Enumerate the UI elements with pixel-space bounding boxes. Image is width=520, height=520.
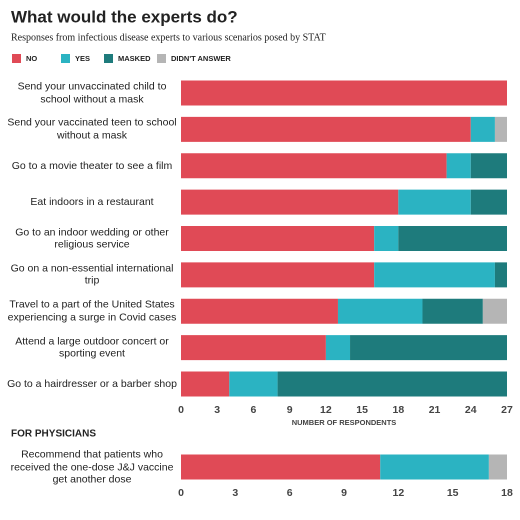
bar-segment: [398, 189, 471, 215]
bar-segment: [337, 298, 423, 324]
bar-segment: [470, 189, 507, 215]
bar-segment: [380, 454, 489, 480]
bar-segment: [374, 226, 399, 251]
x-tick-label: 6: [287, 487, 293, 499]
x-tick-label: 24: [465, 404, 477, 416]
bar-segment: [181, 153, 447, 179]
x-tick-label: 3: [214, 404, 220, 416]
bar-segment: [277, 371, 507, 397]
bar-segment: [482, 298, 507, 324]
category-label: Send your unvaccinated child to school w…: [17, 80, 167, 106]
bar-segment: [470, 116, 495, 142]
category-label: Eat indoors in a restaurant: [30, 195, 154, 208]
category-label: Go to an indoor wedding or other religio…: [15, 226, 169, 251]
x-tick-label: 0: [178, 487, 184, 499]
x-tick-label: 15: [447, 487, 459, 499]
x-tick-label: 18: [501, 487, 513, 499]
legend-swatch: [12, 54, 21, 63]
x-tick-label: 12: [320, 404, 332, 416]
bar-segment: [325, 335, 351, 361]
bar-segment: [181, 454, 381, 480]
bar-segment: [181, 335, 326, 361]
x-tick-label: 0: [178, 404, 184, 416]
section-title: FOR PHYSICIANS: [11, 429, 96, 440]
category-label: Go on a non-essential international trip: [10, 262, 174, 287]
legend-label: MASKED: [118, 54, 151, 63]
legend-swatch: [104, 54, 113, 63]
category-label: Send your vaccinated teen to school with…: [7, 116, 177, 142]
bar-segment: [181, 226, 375, 251]
bar-segment: [181, 116, 471, 142]
x-tick-label: 6: [251, 404, 257, 416]
x-tick-label: 9: [341, 487, 347, 499]
x-tick-label: 3: [232, 487, 238, 499]
bar-segment: [181, 80, 507, 106]
legend-label: YES: [75, 54, 90, 63]
bar-segment: [374, 262, 495, 288]
bar-segment: [494, 262, 507, 288]
x-tick-label: 21: [429, 404, 441, 416]
legend-label: DIDN'T ANSWER: [171, 54, 231, 63]
chart-title: What would the experts do?: [11, 7, 238, 26]
bar-segment: [181, 298, 338, 324]
x-tick-label: 15: [356, 404, 368, 416]
x-axis-label: NUMBER OF RESPONDENTS: [292, 418, 397, 427]
x-tick-label: 9: [287, 404, 293, 416]
x-tick-label: 27: [501, 404, 513, 416]
category-label: Go to a movie theater to see a film: [11, 159, 173, 172]
category-label: Go to a hairdresser or a barber shop: [7, 377, 177, 390]
legend-swatch: [61, 54, 70, 63]
bar-segment: [398, 226, 507, 251]
bar-segment: [422, 298, 483, 324]
bar-segment: [470, 153, 507, 179]
bar-segment: [350, 335, 507, 361]
x-tick-label: 12: [392, 487, 404, 499]
bar-segment: [494, 116, 507, 142]
bar-segment: [181, 262, 375, 288]
legend-swatch: [157, 54, 166, 63]
bar-segment: [181, 371, 230, 397]
category-label: Recommend that patients who received the…: [10, 448, 174, 486]
category-label: Travel to a part of the United States ex…: [7, 298, 177, 324]
bar-segment: [229, 371, 278, 397]
bar-segment: [181, 189, 399, 215]
bar-segment: [446, 153, 471, 179]
legend-label: NO: [26, 54, 37, 63]
chart-subtitle: Responses from infectious disease expert…: [11, 32, 326, 43]
category-label: Attend a large outdoor concert or sporti…: [15, 335, 169, 360]
bar-segment: [488, 454, 507, 480]
x-tick-label: 18: [392, 404, 404, 416]
